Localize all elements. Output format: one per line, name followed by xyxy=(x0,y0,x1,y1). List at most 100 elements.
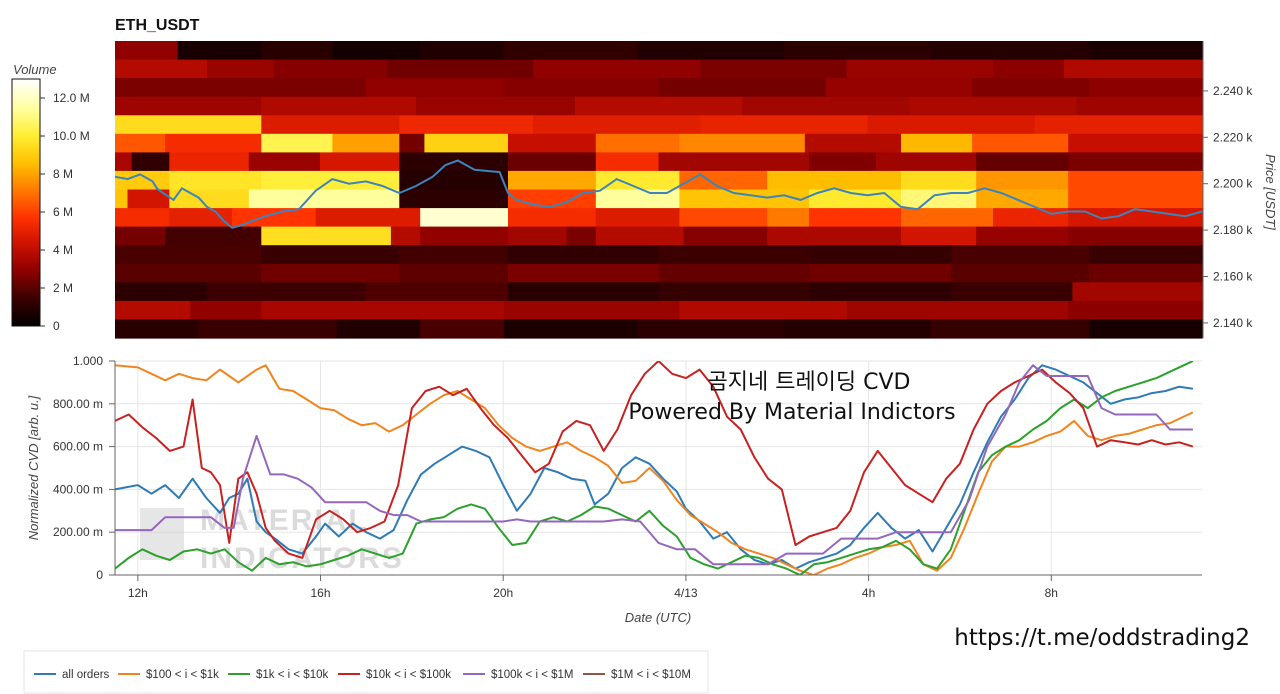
heatmap-cell xyxy=(169,170,262,191)
cvd-y-tick-label: 800.00 m xyxy=(53,397,103,411)
heatmap-cell xyxy=(809,245,952,265)
cvd-series-line xyxy=(115,364,1194,575)
heatmap-cell xyxy=(508,208,597,228)
heatmap-cell xyxy=(115,263,262,283)
colorbar-tick-label: 12.0 M xyxy=(53,91,90,105)
heatmap-cell xyxy=(767,226,902,246)
colorbar-tick-label: 10.0 M xyxy=(53,129,90,143)
heatmap-cell xyxy=(261,41,333,61)
heatmap-cell xyxy=(658,78,827,98)
price-tick-label: 2.240 k xyxy=(1213,84,1253,98)
heatmap-cell xyxy=(399,115,534,135)
heatmap-cell xyxy=(658,152,810,172)
cvd-x-tick-label: 16h xyxy=(311,586,331,600)
heatmap-cell xyxy=(169,208,233,228)
legend-label[interactable]: $1M < i < $10M xyxy=(611,669,691,681)
heatmap-cell xyxy=(416,96,576,116)
heatmap-cell xyxy=(1068,300,1203,321)
heatmap-cell xyxy=(595,189,680,209)
colorbar-tick-label: 6 M xyxy=(53,205,73,219)
heatmap-cell xyxy=(165,133,262,153)
heatmap-cell xyxy=(503,41,639,61)
cvd-y-tick-label: 600.00 m xyxy=(53,440,103,454)
heatmap-cell xyxy=(804,133,902,153)
heatmap-cell xyxy=(930,41,1090,61)
legend-label[interactable]: $1k < i < $10k xyxy=(256,669,328,681)
heatmap-cell xyxy=(115,245,262,265)
heatmap-cell xyxy=(679,208,768,228)
heatmap-cell xyxy=(165,226,262,246)
cvd-x-tick-label: 4/13 xyxy=(674,586,698,600)
legend-label[interactable]: $100 < i < $1k xyxy=(146,669,219,681)
heatmap-cell xyxy=(976,189,1069,209)
heatmap-cell xyxy=(503,300,680,321)
heatmap-cell xyxy=(190,300,262,321)
heatmap-cell xyxy=(115,300,191,321)
heatmap-cell xyxy=(683,226,768,246)
heatmap-cell xyxy=(595,133,680,153)
heatmap-cell xyxy=(783,41,931,61)
heatmap-cell xyxy=(420,208,509,228)
heatmap-cell xyxy=(767,208,810,228)
heatmap-cell xyxy=(508,152,597,172)
heatmap-cell xyxy=(574,96,743,116)
heatmap-cell xyxy=(261,300,505,321)
cvd-x-tick-label: 4h xyxy=(862,586,875,600)
heatmap-cell xyxy=(332,41,421,61)
heatmap-cell xyxy=(365,282,509,302)
colorbar xyxy=(11,78,41,327)
heatmap-cell xyxy=(1089,263,1203,283)
price-tick-label: 2.200 k xyxy=(1213,177,1253,191)
heatmap-cell xyxy=(315,208,421,228)
heatmap-cell xyxy=(115,226,166,246)
cvd-y-tick-label: 1.000 xyxy=(73,354,103,368)
heatmap-cell xyxy=(1072,282,1203,302)
heatmap-cell xyxy=(1089,245,1203,265)
heatmap-cell xyxy=(332,133,400,153)
price-tick-label: 2.140 k xyxy=(1213,316,1253,330)
heatmap-cell xyxy=(1068,170,1203,191)
heatmap-cell xyxy=(972,133,1069,153)
heatmap-cell xyxy=(207,59,275,79)
heatmap-cell xyxy=(386,59,534,79)
heatmap-cell xyxy=(679,170,768,191)
heatmap-cell xyxy=(909,96,1078,116)
heatmap-cell xyxy=(115,189,129,209)
cvd-x-tick-label: 8h xyxy=(1045,586,1058,600)
heatmap-cell xyxy=(115,96,262,116)
price-tick-label: 2.180 k xyxy=(1213,223,1253,237)
heatmap-cell xyxy=(508,133,597,153)
heatmap-cell xyxy=(742,96,910,116)
heatmap-cell xyxy=(1089,41,1203,61)
heatmap-cell xyxy=(767,170,902,191)
heatmap-cell xyxy=(420,319,505,339)
heatmap-cells xyxy=(115,41,1203,339)
legend-label[interactable]: $100k < i < $1M xyxy=(491,669,573,681)
heatmap-cell xyxy=(261,226,392,246)
heatmap-cell xyxy=(399,133,425,153)
heatmap-cell xyxy=(508,226,568,246)
heatmap-cell xyxy=(420,41,505,61)
heatmap-cell xyxy=(261,96,417,116)
heatmap-cell xyxy=(976,170,1069,191)
cvd-x-tick-label: 20h xyxy=(493,586,513,600)
telegram-link[interactable]: https://t.me/oddstrading2 xyxy=(954,625,1250,651)
heatmap-cell xyxy=(809,208,902,228)
heatmap-cell xyxy=(1089,78,1203,98)
cvd-y-tick-label: 0 xyxy=(96,568,103,582)
heatmap-cell xyxy=(1064,59,1203,79)
heatmap-cell xyxy=(1068,189,1203,209)
price-line xyxy=(114,159,1203,229)
heatmap-cell xyxy=(595,170,680,191)
heatmap-cell xyxy=(261,245,400,265)
legend-label[interactable]: all orders xyxy=(62,669,110,681)
overlay-title-powered: Powered By Material Indictors xyxy=(628,400,955,425)
heatmap-cell xyxy=(658,282,810,302)
cvd-series-line xyxy=(115,364,1193,566)
colorbar-ticks: 0 2 M 4 M 6 M 8 M 10.0 M 12.0 M xyxy=(40,91,90,333)
price-tick-label: 2.160 k xyxy=(1213,270,1253,284)
heatmap-cell xyxy=(115,133,166,153)
colorbar-tick-label: 2 M xyxy=(53,281,73,295)
legend-label[interactable]: $10k < i < $100k xyxy=(366,669,451,681)
material-indicators-logo: MATERIAL INDICATORS xyxy=(140,504,402,575)
